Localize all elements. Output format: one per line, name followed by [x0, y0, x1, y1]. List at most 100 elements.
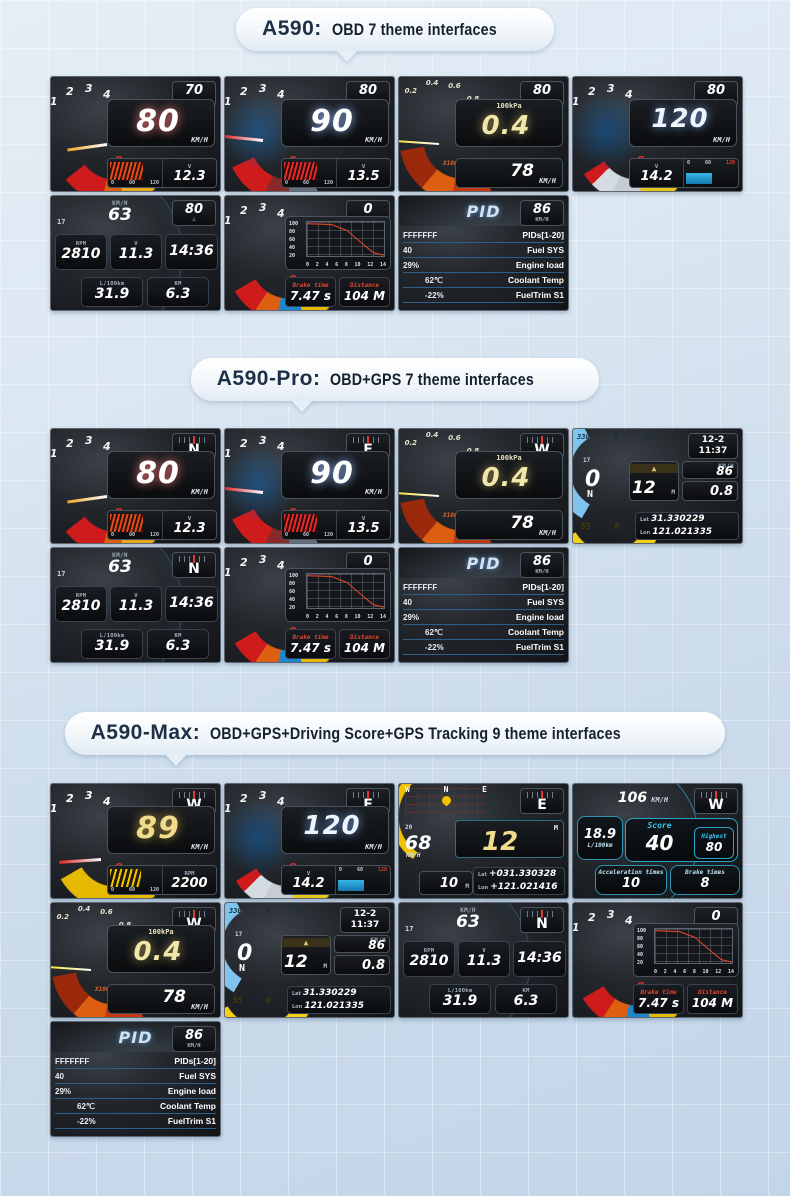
sub-unit: KM/H: [191, 1003, 208, 1011]
rpm-number: 2: [239, 555, 248, 569]
fuel-value: 18.9: [583, 827, 617, 842]
pid-row-right: Fuel SYS: [527, 245, 564, 255]
main-value: 120: [303, 811, 361, 841]
device-screen-max-score[interactable]: 106 KM/H W 18.9 L/100km Score 40 Highest 80 Acce…: [572, 783, 743, 899]
chart-plot: [306, 573, 385, 609]
brake-result-caption: Brake time: [292, 633, 329, 641]
device-screen-a590-brake[interactable]: 0123456780KM/H1008060402002468101214Brak…: [224, 195, 395, 311]
bargraph-fill: [338, 880, 364, 891]
section-header-wrap: A590-Pro: OBD+GPS 7 theme interfaces: [0, 358, 790, 401]
gear-indicator: 17: [405, 925, 414, 933]
main-value: 89: [136, 811, 180, 846]
device-screen-a590-boost[interactable]: 00.20.40.60.81.01.52.0X100kPa80⚓100kPa0.…: [398, 76, 569, 192]
device-screen-max-brake[interactable]: 0123456780KM/H1008060402002468101214Brak…: [572, 902, 743, 1018]
corner-value: 86: [184, 1028, 204, 1043]
chart-x-tick: 12: [715, 969, 722, 975]
device-screen-max-gps-track[interactable]: W N E E 20 68 KM/H 12 M 10 M Lat +031.330328 Lon +121.…: [398, 783, 569, 899]
main-value: 0.4: [481, 463, 531, 493]
compass-direction: W: [708, 797, 724, 814]
pid-row: 29% Engine load: [55, 1084, 216, 1099]
compass-direction: N: [188, 443, 200, 458]
device-screen-max-pid[interactable]: PID 86 KM/H FFFFFFF PIDs[1-20] 40 Fuel SYS 29% E…: [50, 1021, 221, 1137]
speed-bargraph: 0 60 120: [108, 866, 162, 894]
brake-result-caption: Brake time: [640, 988, 677, 996]
chart-x-tick: 10: [354, 262, 361, 268]
pid-row: 62℃ Coolant Temp: [403, 273, 564, 288]
device-screen-pro-boost[interactable]: 00.20.40.60.81.01.52.0X100kPaW100kPa0.47…: [398, 428, 569, 544]
rpm-number: 2: [65, 436, 74, 450]
rpm-number: 4: [277, 558, 285, 572]
chart-y-labels: 100 80 60 40 20: [289, 572, 298, 612]
pid-row-list: FFFFFFF PIDs[1-20] 40 Fuel SYS 29% Engine loa…: [55, 1054, 216, 1133]
acceleration-tile: Acceleration times 10: [595, 865, 667, 895]
rpm-value: 2200: [171, 875, 208, 891]
chart-y-tick: 40: [289, 245, 296, 251]
highest-value: 80: [705, 839, 723, 854]
chart-x-tick: 2: [315, 614, 319, 620]
bottom-bar-row: 0 60 120 V 13.5: [281, 158, 391, 188]
data-tile-caption: KM: [174, 281, 182, 288]
voltage-panel: V 14.2: [630, 159, 684, 187]
device-screen-a590-data[interactable]: KM/H 63 17 80 ⚓ RPM 2810 V 11.3 14:36 L/100km 31.9 K…: [50, 195, 221, 311]
gps-date: 12-2: [701, 435, 725, 445]
brake-result-row: Brake time 7.47 s Distance 104 M: [285, 277, 390, 307]
device-screen-pro-brake[interactable]: 0123456780KM/H1008060402002468101214Brak…: [224, 547, 395, 663]
acceleration-caption: Acceleration times: [598, 869, 664, 876]
voltage-value: 14.2: [292, 875, 325, 891]
device-screen-max-data[interactable]: KM/H 63 17 N RPM 2810 V 11.3 14:36 L/100km 31.9 KM 6…: [398, 902, 569, 1018]
rpm-number: 4: [103, 87, 111, 101]
gps-speed-value: 86: [716, 464, 733, 478]
pid-row: FFFFFFF PIDs[1-20]: [403, 580, 564, 595]
corner-value: 0: [711, 909, 721, 924]
brake-result-cell: Brake time 7.47 s: [285, 277, 336, 307]
pid-title: PID: [466, 201, 501, 221]
device-screen-pro-data[interactable]: KM/H 63 17 N RPM 2810 V 11.3 14:36 L/100km 31.9 KM 6…: [50, 547, 221, 663]
gps-time: 11:37: [698, 446, 728, 456]
score-caption: Score: [647, 821, 672, 830]
speed-bargraph: 0 60 120: [108, 511, 162, 539]
sub-readout-panel: 78 KM/H: [107, 984, 215, 1014]
data-tile-value: 14:36: [169, 243, 214, 260]
main-unit: KM/H: [365, 843, 382, 851]
data-tile-value: 2810: [409, 953, 449, 970]
brake-result-cell: Brake time 7.47 s: [285, 629, 336, 659]
chart-x-tick: 4: [673, 969, 677, 975]
pid-row: -22% FuelTrim S1: [403, 640, 564, 655]
date-time-panel: 12-2 11:37: [688, 433, 738, 459]
rpm-number: 2: [239, 203, 248, 217]
gear-indicator: 17: [235, 931, 243, 938]
device-screen-max-boost[interactable]: 00.20.40.60.81.01.52.0X100kPaW100kPa0.47…: [50, 902, 221, 1018]
boost-scale-number: 0.6: [448, 82, 461, 91]
brake-result-value: 7.47 s: [290, 288, 331, 303]
gear-indicator: 17: [583, 457, 591, 464]
section-model-label: A590-Max:: [90, 721, 201, 744]
altitude-unit: M: [323, 963, 327, 970]
bargraph-ticks: 0 60 120: [684, 160, 738, 166]
data-tile-value: 6.3: [165, 286, 191, 303]
section-header-wrap: A590-Max: OBD+GPS+Driving Score+GPS Track…: [0, 712, 790, 755]
chart-x-tick: 12: [367, 262, 374, 268]
data-tile: RPM 2810: [55, 586, 107, 622]
pid-row: 40 Fuel SYS: [55, 1069, 216, 1084]
data-tile-caption: RPM: [423, 948, 435, 955]
brake-result-value: 104 M: [691, 995, 734, 1010]
device-screen-max-gps-compass[interactable]: 330N3055050N1712-211:37▲12MKM/H860.8Lat3…: [224, 902, 395, 1018]
elevation-unit: M: [465, 883, 469, 890]
bargraph-fill: [110, 162, 144, 180]
sub-readout-panel: 78 KM/H: [455, 510, 563, 540]
device-screen-pro-gps-compass[interactable]: 330N3055050N1712-211:37▲12MKM/H860.8Lat3…: [572, 428, 743, 544]
lat-row: Lat +031.330328: [478, 869, 557, 879]
pid-row: 29% Engine load: [403, 258, 564, 273]
pid-row-left: 29%: [55, 1086, 72, 1096]
bargraph-ticks: 0 60 120: [336, 867, 390, 873]
chart-x-tick: 14: [379, 614, 386, 620]
device-screen-a590-pid[interactable]: PID 86 KM/H FFFFFFF PIDs[1-20] 40 Fuel SYS 29% E…: [398, 195, 569, 311]
device-screen-pro-pid[interactable]: PID 86 KM/H FFFFFFF PIDs[1-20] 40 Fuel SYS 29% E…: [398, 547, 569, 663]
